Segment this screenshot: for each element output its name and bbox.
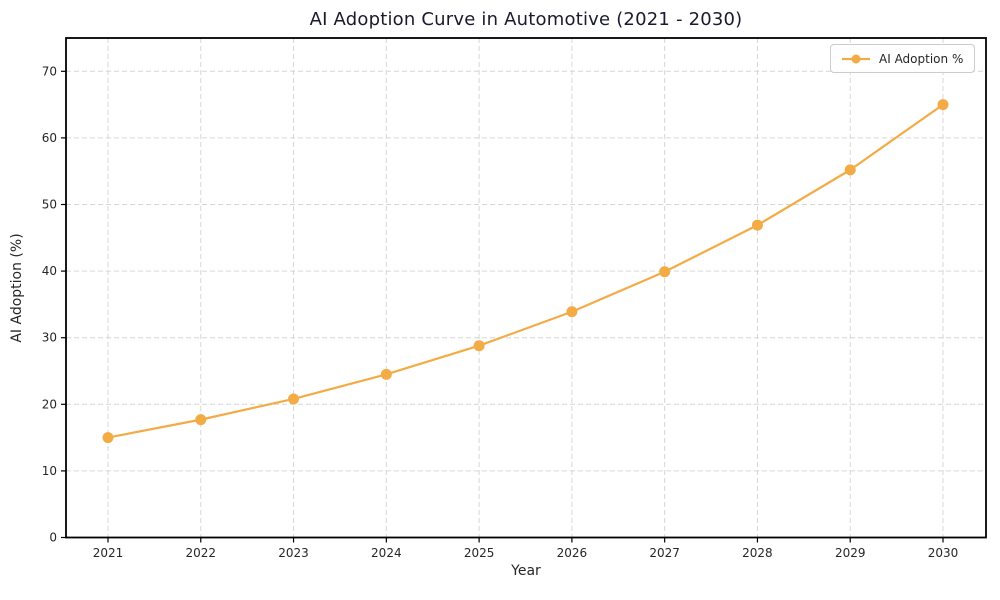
tick-labels: 2021 2022 2023 2024 2025 2026 2027 2028 2029 2030… (42, 64, 959, 560)
data-point (566, 306, 578, 318)
x-tick-label: 2021 (93, 546, 124, 560)
x-tick-label: 2028 (742, 546, 773, 560)
y-tick-label: 70 (42, 64, 57, 78)
y-tick-label: 60 (42, 131, 57, 145)
legend-line-marker-icon (842, 54, 870, 63)
x-tick-label: 2024 (371, 546, 402, 560)
y-tick-label: 30 (42, 331, 57, 345)
data-point (195, 414, 207, 426)
x-tick-label: 2023 (278, 546, 309, 560)
x-tick-label: 2022 (186, 546, 217, 560)
x-tick-label: 2026 (557, 546, 588, 560)
data-point (937, 99, 949, 111)
series-markers (102, 99, 949, 444)
y-tick-label: 10 (42, 464, 57, 478)
x-tick-label: 2027 (649, 546, 680, 560)
chart-title: AI Adoption Curve in Automotive (2021 - … (309, 9, 743, 30)
y-tick-label: 50 (42, 198, 57, 212)
y-axis-label: AI Adoption (%) (9, 233, 25, 343)
legend-label: AI Adoption % (879, 51, 964, 66)
gridlines (66, 38, 986, 538)
x-tick-label: 2029 (835, 546, 866, 560)
x-axis-label: Year (511, 563, 541, 579)
y-tick-label: 40 (42, 264, 57, 278)
y-tick-label: 20 (42, 397, 57, 411)
y-tick-label: 0 (49, 531, 57, 545)
data-point (380, 368, 392, 380)
series-line (106, 103, 945, 439)
data-point (659, 266, 671, 278)
data-point (844, 164, 856, 176)
data-point (751, 219, 763, 231)
plot-border (65, 37, 987, 539)
legend: AI Adoption % (830, 44, 976, 73)
data-point (288, 393, 300, 405)
data-point (102, 432, 114, 444)
x-tick-label: 2025 (464, 546, 495, 560)
x-tick-label: 2030 (928, 546, 959, 560)
data-point (473, 340, 485, 352)
axis-ticks (61, 70, 944, 543)
